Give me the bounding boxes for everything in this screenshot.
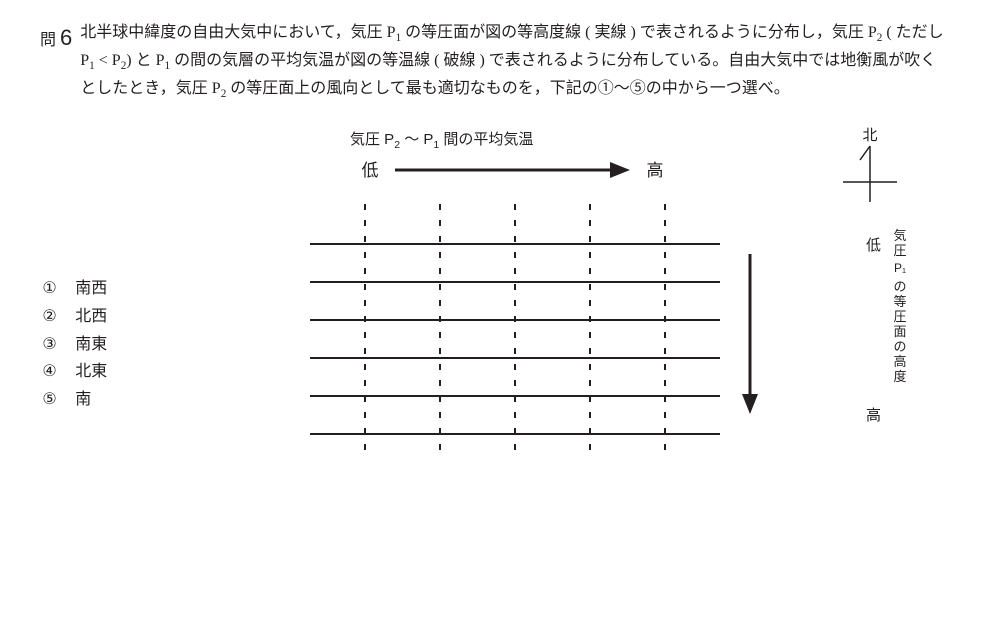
diagram: 気圧 P2 〜 P1 間の平均気温 低高 北 低 高 気圧 P₁ の等圧面の高度 — [220, 134, 945, 463]
question-label-num: 6 — [60, 25, 72, 50]
svg-text:低: 低 — [362, 161, 379, 180]
compass-icon: 北 — [835, 124, 905, 214]
option-item: ③ 南東 — [40, 332, 220, 358]
option-item: ① 南西 — [40, 276, 220, 302]
right-axis-vertical-label: 気圧 P₁ の等圧面の高度 — [893, 229, 907, 384]
question-label-kanji: 問 — [40, 32, 56, 49]
option-item: ⑤ 南 — [40, 387, 220, 413]
svg-text:高: 高 — [647, 161, 664, 180]
right-vlabel-p1: P₁ — [893, 262, 907, 276]
question-text: 北半球中緯度の自由大気中において，気圧 P1 の等圧面が図の等高度線 ( 実線 … — [80, 20, 945, 104]
right-vlabel-suffix: の等圧面の高度 — [893, 280, 907, 385]
right-axis-low: 低 — [866, 234, 881, 258]
diagram-caption-top: 気圧 P2 〜 P1 間の平均気温 — [350, 128, 533, 154]
question-number: 問 6 — [40, 20, 72, 104]
compass-north-label: 北 — [862, 127, 877, 144]
diagram-grid-svg: 低高 — [220, 134, 840, 454]
options-list: ① 南西② 北西③ 南東④ 北東⑤ 南 — [40, 274, 220, 414]
option-item: ④ 北東 — [40, 359, 220, 385]
option-item: ② 北西 — [40, 304, 220, 330]
right-vlabel-prefix: 気圧 — [893, 229, 907, 259]
right-axis-high: 高 — [866, 404, 881, 428]
